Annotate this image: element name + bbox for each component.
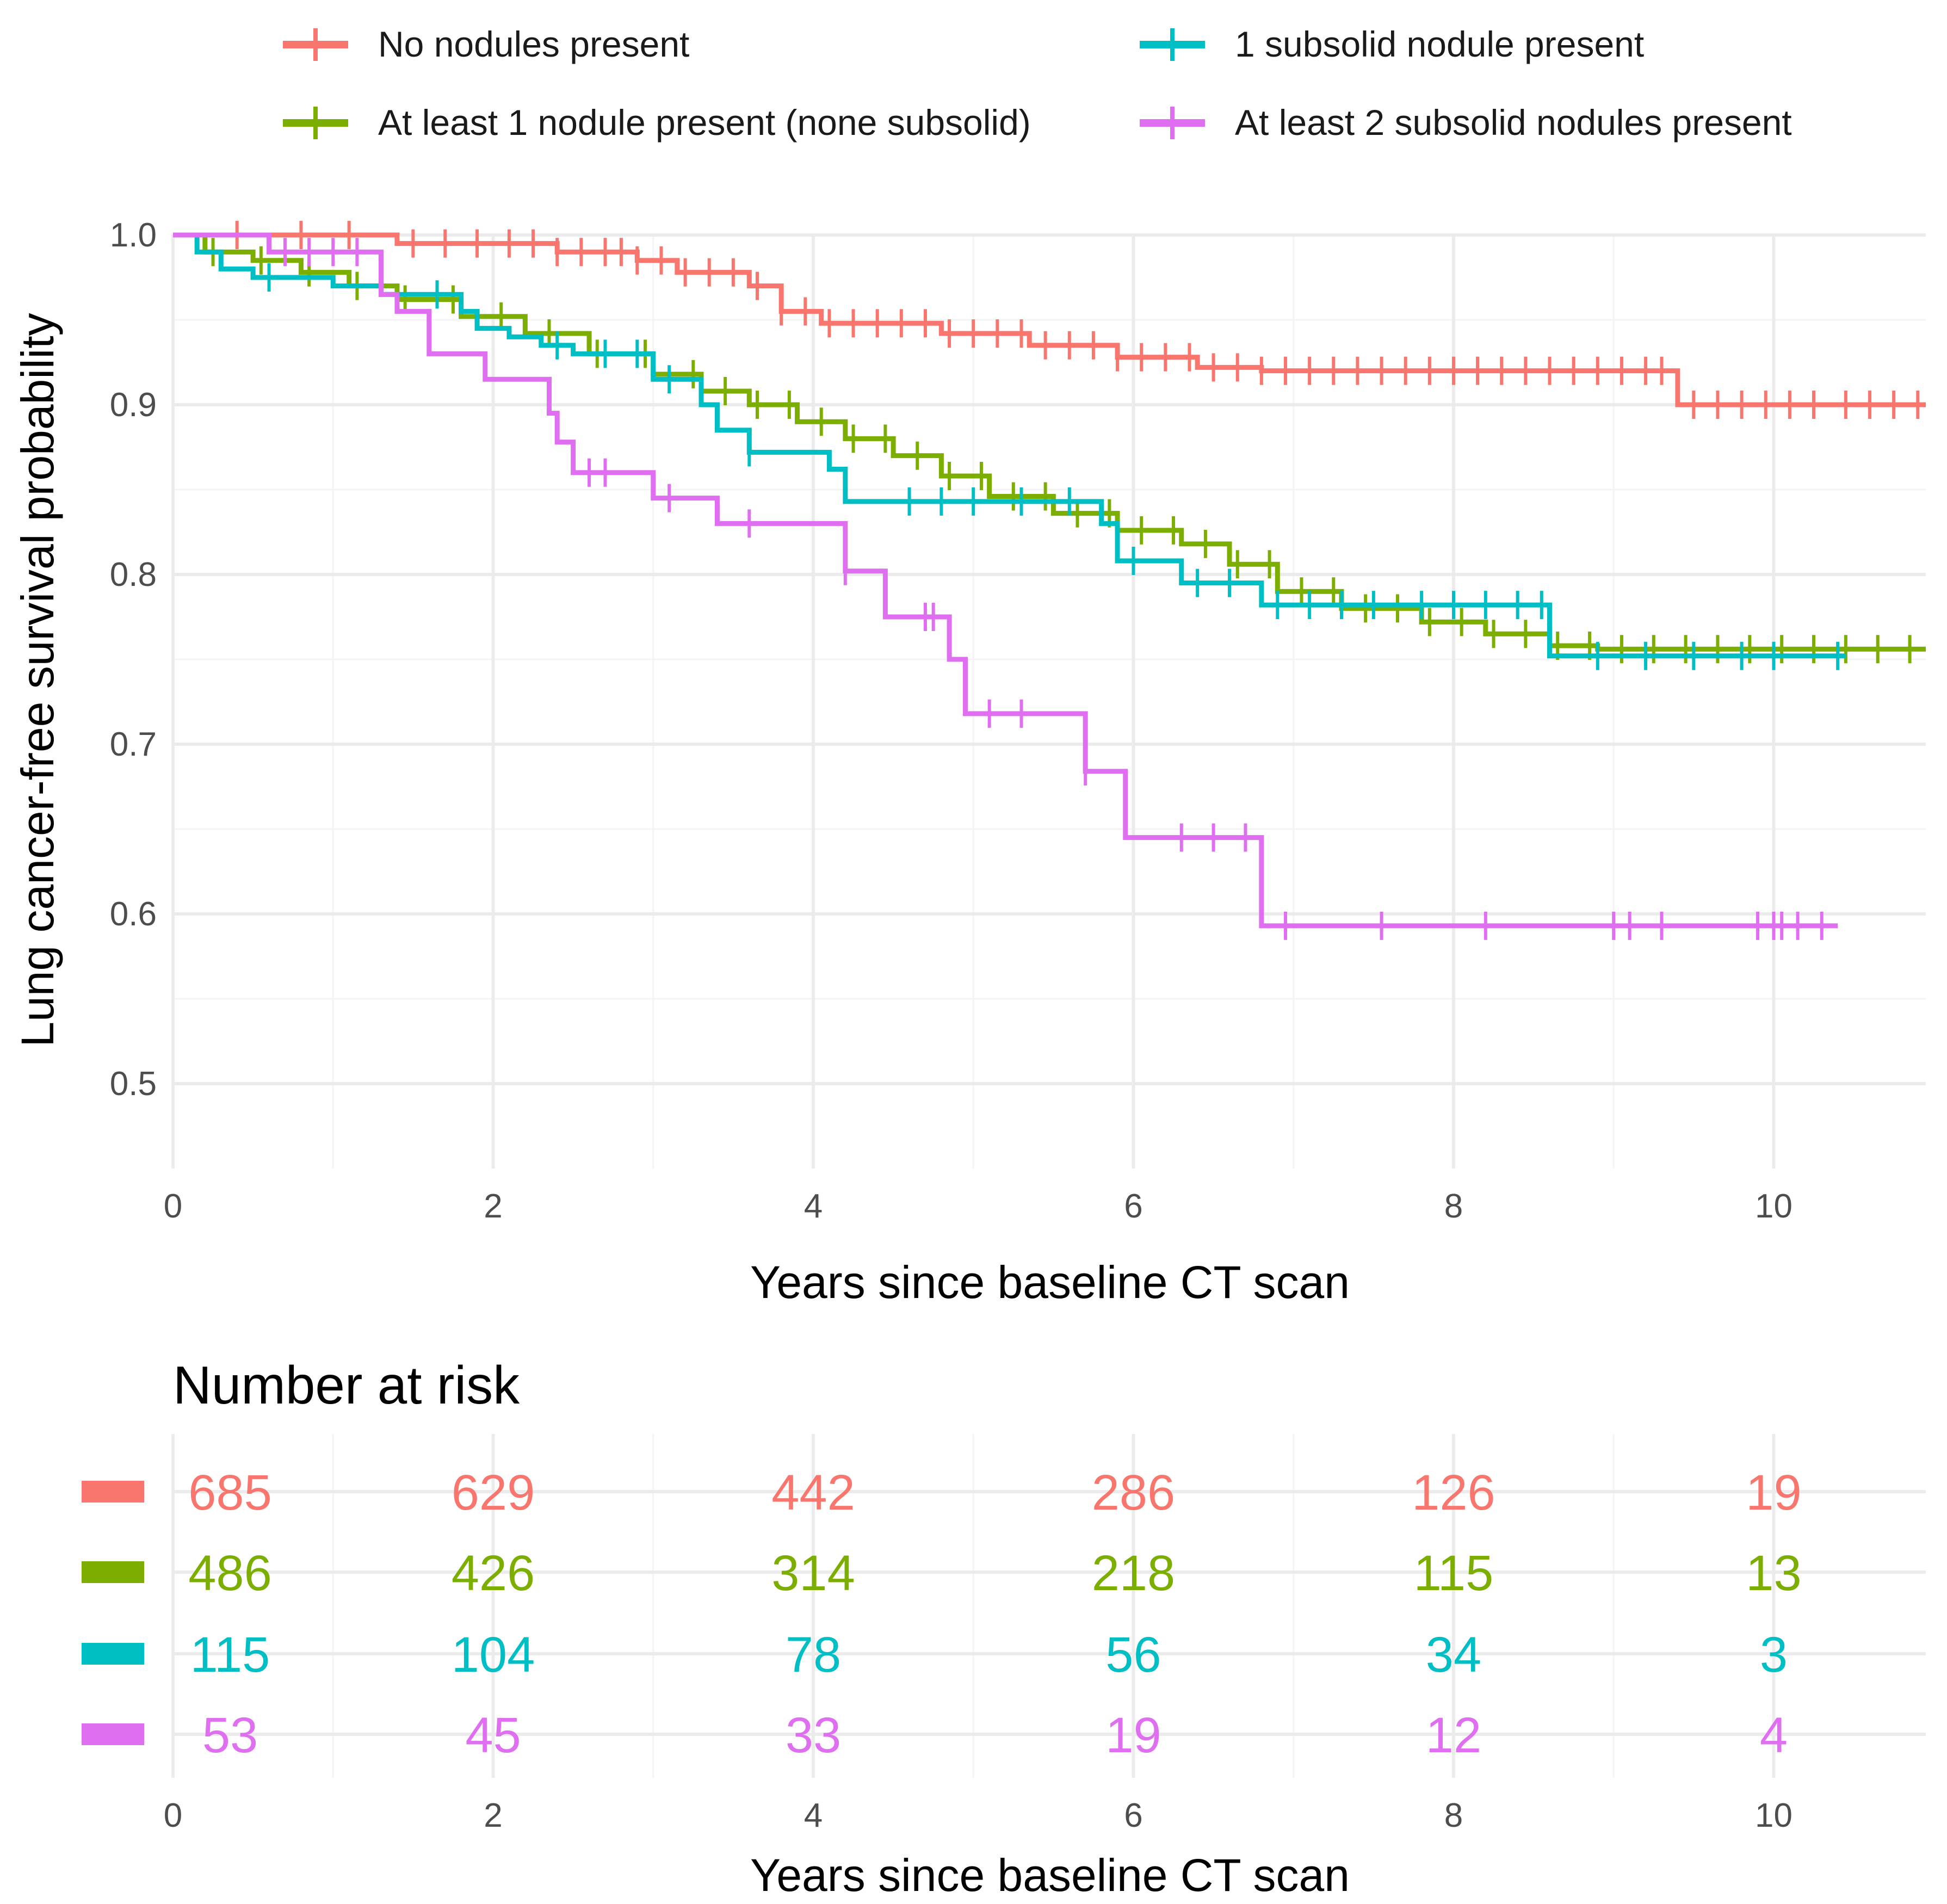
risk-value: 685 <box>188 1465 272 1520</box>
risk-value: 442 <box>771 1465 855 1520</box>
series-at-least-1-nodule-present-none-subsolid <box>173 232 1926 664</box>
risk-table-x-axis-title: Years since baseline CT scan <box>750 1850 1350 1901</box>
y-axis-title: Lung cancer-free survival probability <box>12 313 63 1047</box>
risk-value: 286 <box>1092 1465 1176 1520</box>
y-tick-label: 1.0 <box>110 217 157 254</box>
survival-curves <box>173 221 1926 940</box>
series-at-least-2-subsolid-nodules-present <box>173 232 1838 940</box>
plot-gridlines <box>171 233 1926 1169</box>
y-tick-label: 0.5 <box>110 1065 157 1103</box>
risk-x-tick-label: 6 <box>1124 1797 1142 1834</box>
survival-curve-1-subsolid-nodule-present <box>173 232 1846 659</box>
risk-key-at-least-2-subsolid-nodules-present <box>82 1723 144 1745</box>
x-axis-title: Years since baseline CT scan <box>750 1257 1350 1308</box>
risk-x-tick-label: 4 <box>804 1797 823 1834</box>
risk-value: 33 <box>786 1708 841 1763</box>
risk-key-no-nodules-present <box>82 1481 144 1503</box>
risk-value: 45 <box>465 1708 521 1763</box>
risk-key-at-least-1-nodule-present-none-subsolid <box>82 1561 144 1583</box>
risk-value: 4 <box>1760 1708 1788 1763</box>
risk-x-tick-label: 0 <box>164 1797 182 1834</box>
x-tick-label: 0 <box>164 1188 182 1225</box>
survival-curve-at-least-1-nodule-present-none-subsolid <box>173 232 1926 652</box>
risk-value: 314 <box>771 1546 855 1601</box>
risk-value: 426 <box>452 1546 535 1601</box>
risk-value: 13 <box>1746 1546 1801 1601</box>
risk-key-1-subsolid-nodule-present <box>82 1643 144 1665</box>
risk-value: 34 <box>1426 1627 1481 1683</box>
series-no-nodules-present <box>173 221 1926 419</box>
risk-value: 3 <box>1760 1627 1788 1683</box>
risk-value: 629 <box>452 1465 535 1520</box>
risk-value: 78 <box>786 1627 841 1683</box>
legend-entry-one-subsolid: 1 subsolid nodule present <box>1140 24 1644 64</box>
risk-value: 115 <box>190 1627 270 1683</box>
x-tick-label: 10 <box>1755 1188 1793 1225</box>
legend-entry-two-subsolid: At least 2 subsolid nodules present <box>1140 102 1792 143</box>
legend: No nodules present 1 subsolid nodule pre… <box>283 24 1792 143</box>
survival-plot: 0.5 0.6 0.7 0.8 0.9 1.0 0 2 4 6 8 10 Years since b… <box>12 217 1926 1308</box>
risk-value: 486 <box>188 1546 272 1601</box>
risk-value: 126 <box>1412 1465 1495 1520</box>
risk-table-values: 685 629 442 286 126 19 486 426 314 218 115 13 115 104… <box>188 1465 1801 1763</box>
risk-value: 104 <box>452 1627 535 1683</box>
series-1-subsolid-nodule-present <box>173 232 1846 670</box>
risk-table-title: Number at risk <box>173 1355 520 1415</box>
y-axis-tick-labels: 0.5 0.6 0.7 0.8 0.9 1.0 <box>110 217 157 1103</box>
risk-value: 19 <box>1746 1465 1801 1520</box>
y-tick-label: 0.9 <box>110 386 157 424</box>
survival-curve-at-least-2-subsolid-nodules-present <box>173 232 1838 929</box>
y-tick-label: 0.7 <box>110 726 157 763</box>
legend-label-no-nodules: No nodules present <box>378 24 689 64</box>
risk-value: 53 <box>202 1708 258 1763</box>
legend-label-one-subsolid: 1 subsolid nodule present <box>1235 24 1644 64</box>
risk-x-tick-label: 2 <box>484 1797 502 1834</box>
y-tick-label: 0.6 <box>110 895 157 933</box>
x-axis-tick-labels: 0 2 4 6 8 10 <box>164 1188 1793 1225</box>
risk-x-tick-label: 10 <box>1755 1797 1793 1834</box>
x-tick-label: 8 <box>1444 1188 1463 1225</box>
y-tick-label: 0.8 <box>110 556 157 594</box>
survival-curve-no-nodules-present <box>173 232 1926 407</box>
risk-table-x-tick-labels: 0 2 4 6 8 10 <box>164 1797 1793 1834</box>
legend-entry-no-nodules: No nodules present <box>283 24 689 64</box>
risk-value: 218 <box>1092 1546 1176 1601</box>
risk-value: 12 <box>1426 1708 1481 1763</box>
x-tick-label: 6 <box>1124 1188 1142 1225</box>
risk-value: 115 <box>1414 1546 1494 1601</box>
risk-table-gridlines <box>171 1434 1926 1778</box>
risk-x-tick-label: 8 <box>1444 1797 1463 1834</box>
legend-label-at-least-one: At least 1 nodule present (none subsolid… <box>378 102 1031 143</box>
legend-entry-at-least-one: At least 1 nodule present (none subsolid… <box>283 102 1031 143</box>
x-tick-label: 2 <box>484 1188 502 1225</box>
x-tick-label: 4 <box>804 1188 823 1225</box>
risk-table-color-keys <box>82 1481 144 1745</box>
risk-value: 19 <box>1105 1708 1161 1763</box>
legend-label-two-subsolid: At least 2 subsolid nodules present <box>1235 102 1792 143</box>
risk-value: 56 <box>1105 1627 1161 1683</box>
